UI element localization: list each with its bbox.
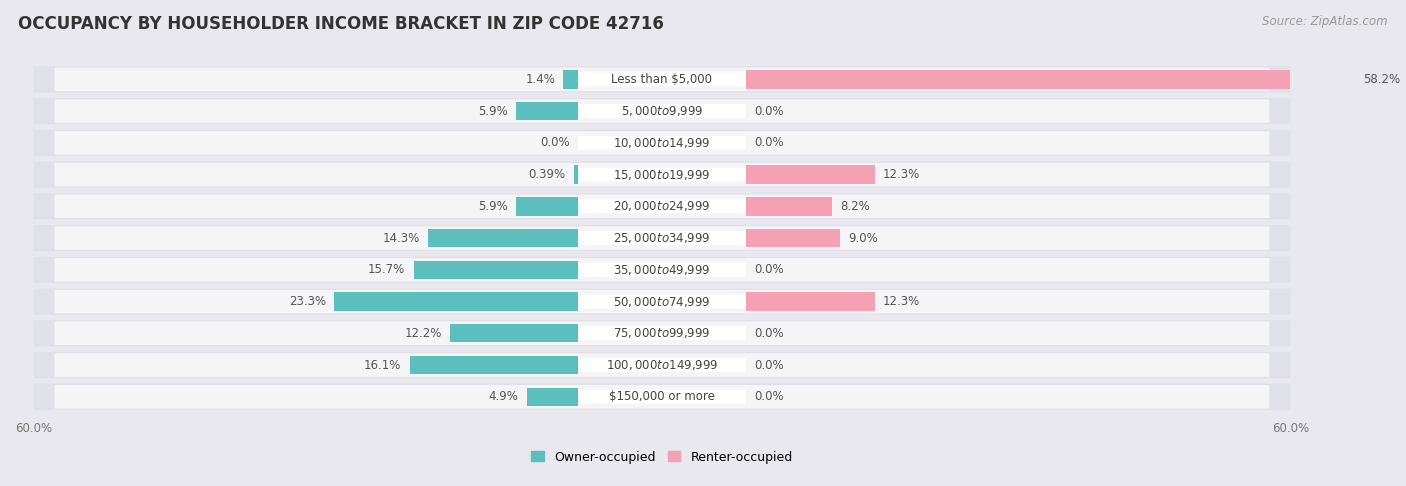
Text: 9.0%: 9.0%	[848, 231, 879, 244]
FancyBboxPatch shape	[55, 385, 1270, 409]
FancyBboxPatch shape	[55, 322, 1270, 345]
Bar	[745, 229, 839, 247]
Bar	[516, 197, 578, 215]
Text: 0.39%: 0.39%	[529, 168, 565, 181]
FancyBboxPatch shape	[578, 295, 745, 309]
Text: $100,000 to $149,999: $100,000 to $149,999	[606, 358, 718, 372]
FancyBboxPatch shape	[34, 161, 1291, 188]
Text: 16.1%: 16.1%	[364, 359, 401, 371]
Bar	[450, 324, 578, 343]
Text: 12.3%: 12.3%	[883, 168, 920, 181]
Text: OCCUPANCY BY HOUSEHOLDER INCOME BRACKET IN ZIP CODE 42716: OCCUPANCY BY HOUSEHOLDER INCOME BRACKET …	[18, 15, 664, 33]
FancyBboxPatch shape	[578, 390, 745, 404]
Text: 0.0%: 0.0%	[754, 104, 783, 118]
Text: 4.9%: 4.9%	[488, 390, 519, 403]
FancyBboxPatch shape	[34, 257, 1291, 283]
Text: 0.0%: 0.0%	[754, 327, 783, 340]
Text: $20,000 to $24,999: $20,000 to $24,999	[613, 199, 710, 213]
Bar	[574, 165, 578, 184]
Bar	[745, 70, 1355, 88]
FancyBboxPatch shape	[578, 263, 745, 277]
Text: Less than $5,000: Less than $5,000	[612, 73, 713, 86]
FancyBboxPatch shape	[34, 320, 1291, 347]
FancyBboxPatch shape	[34, 98, 1291, 124]
FancyBboxPatch shape	[34, 289, 1291, 314]
Text: 0.0%: 0.0%	[754, 390, 783, 403]
Text: 12.3%: 12.3%	[883, 295, 920, 308]
FancyBboxPatch shape	[55, 194, 1270, 218]
Bar	[564, 70, 578, 88]
Bar	[516, 197, 578, 215]
FancyBboxPatch shape	[34, 130, 1291, 156]
Text: 0.0%: 0.0%	[754, 263, 783, 277]
Text: $15,000 to $19,999: $15,000 to $19,999	[613, 168, 710, 182]
FancyBboxPatch shape	[55, 163, 1270, 186]
FancyBboxPatch shape	[55, 226, 1270, 250]
FancyBboxPatch shape	[55, 68, 1270, 91]
FancyBboxPatch shape	[578, 326, 745, 340]
FancyBboxPatch shape	[55, 353, 1270, 377]
FancyBboxPatch shape	[34, 352, 1291, 378]
Bar	[745, 197, 831, 215]
Text: $35,000 to $49,999: $35,000 to $49,999	[613, 263, 710, 277]
Bar	[745, 292, 875, 311]
Text: 15.7%: 15.7%	[368, 263, 405, 277]
Text: $50,000 to $74,999: $50,000 to $74,999	[613, 295, 710, 309]
Bar	[516, 102, 578, 121]
Text: 0.0%: 0.0%	[540, 137, 569, 149]
Text: $25,000 to $34,999: $25,000 to $34,999	[613, 231, 710, 245]
FancyBboxPatch shape	[578, 358, 745, 372]
Bar	[450, 324, 578, 343]
Text: 0.0%: 0.0%	[754, 359, 783, 371]
Bar	[745, 165, 875, 184]
FancyBboxPatch shape	[34, 225, 1291, 251]
Text: 0.0%: 0.0%	[754, 137, 783, 149]
FancyBboxPatch shape	[578, 72, 745, 87]
Bar	[429, 229, 578, 247]
Bar	[527, 387, 578, 406]
FancyBboxPatch shape	[55, 131, 1270, 155]
Text: $10,000 to $14,999: $10,000 to $14,999	[613, 136, 710, 150]
Text: $150,000 or more: $150,000 or more	[609, 390, 714, 403]
Bar	[574, 165, 578, 184]
Text: 8.2%: 8.2%	[839, 200, 870, 213]
FancyBboxPatch shape	[55, 290, 1270, 313]
FancyBboxPatch shape	[578, 136, 745, 150]
Bar	[413, 260, 578, 279]
Text: 23.3%: 23.3%	[288, 295, 326, 308]
Bar	[335, 292, 578, 311]
FancyBboxPatch shape	[578, 231, 745, 245]
Text: $75,000 to $99,999: $75,000 to $99,999	[613, 326, 710, 340]
Bar	[413, 260, 578, 279]
Bar	[516, 102, 578, 121]
Bar	[335, 292, 578, 311]
Bar	[527, 387, 578, 406]
FancyBboxPatch shape	[578, 168, 745, 182]
FancyBboxPatch shape	[55, 99, 1270, 123]
Text: $5,000 to $9,999: $5,000 to $9,999	[620, 104, 703, 118]
FancyBboxPatch shape	[578, 199, 745, 213]
Bar	[409, 356, 578, 374]
Legend: Owner-occupied, Renter-occupied: Owner-occupied, Renter-occupied	[526, 446, 797, 469]
Text: 5.9%: 5.9%	[478, 104, 508, 118]
Bar	[429, 229, 578, 247]
Text: 58.2%: 58.2%	[1364, 73, 1400, 86]
Bar	[564, 70, 578, 88]
Text: 14.3%: 14.3%	[382, 231, 420, 244]
Text: Source: ZipAtlas.com: Source: ZipAtlas.com	[1263, 15, 1388, 28]
Text: 12.2%: 12.2%	[405, 327, 441, 340]
Text: 5.9%: 5.9%	[478, 200, 508, 213]
FancyBboxPatch shape	[34, 193, 1291, 219]
Bar	[409, 356, 578, 374]
FancyBboxPatch shape	[55, 258, 1270, 281]
Text: 1.4%: 1.4%	[526, 73, 555, 86]
FancyBboxPatch shape	[578, 104, 745, 118]
FancyBboxPatch shape	[34, 384, 1291, 410]
FancyBboxPatch shape	[34, 67, 1291, 92]
